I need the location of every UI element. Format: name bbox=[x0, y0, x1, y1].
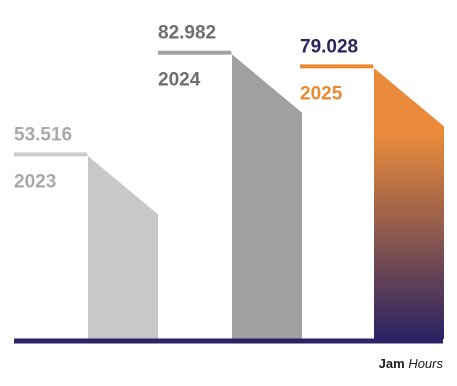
unit-label-italic: Hours bbox=[408, 356, 443, 371]
value-label-2025: 79.028 bbox=[300, 36, 358, 57]
unit-label: Jam Hours bbox=[379, 356, 443, 371]
category-label-2023: 2023 bbox=[14, 171, 56, 192]
bar-2025 bbox=[372, 66, 444, 340]
category-label-2024: 2024 bbox=[158, 70, 201, 91]
bars-layer: 53.516 2023 82.982 2024 79.028 2025 bbox=[14, 23, 444, 340]
bar-top-2023 bbox=[14, 152, 87, 157]
value-label-2024: 82.982 bbox=[158, 23, 216, 44]
bar-2024 bbox=[230, 52, 302, 340]
category-label-2025: 2025 bbox=[300, 83, 343, 104]
bar-group-2024: 82.982 2024 bbox=[158, 23, 302, 340]
value-label-2023: 53.516 bbox=[14, 124, 72, 145]
bar-top-2025 bbox=[300, 64, 373, 69]
bar-2023 bbox=[86, 154, 158, 339]
bar-group-2023: 53.516 2023 bbox=[14, 124, 158, 339]
unit-label-bold: Jam bbox=[378, 356, 405, 371]
bar-top-2024 bbox=[158, 50, 231, 55]
bar-group-2025: 79.028 2025 bbox=[300, 36, 444, 340]
